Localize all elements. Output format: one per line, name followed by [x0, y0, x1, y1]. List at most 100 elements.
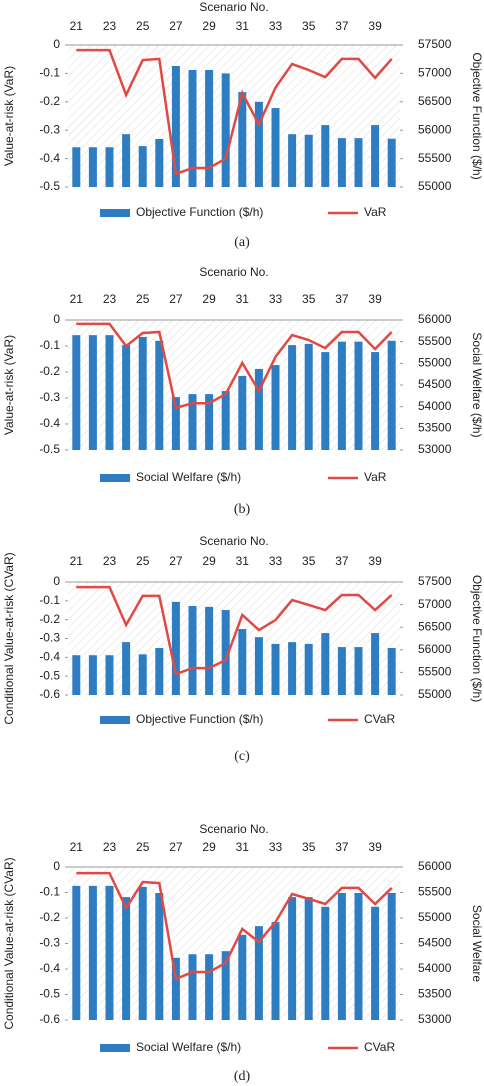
y-axis-title: Value-at-risk (VaR)	[2, 335, 16, 435]
x-tick-label: 23	[103, 554, 117, 568]
bar	[105, 885, 114, 1020]
bar	[122, 134, 131, 187]
y2-tick-label: 57000	[418, 66, 452, 80]
y-tick-label: -0.5	[39, 179, 60, 193]
bar	[171, 397, 180, 450]
bar	[88, 147, 97, 187]
plot-area	[68, 320, 400, 450]
bar	[72, 147, 81, 187]
y-tick-label: -0.5	[39, 668, 60, 682]
bar	[387, 340, 396, 450]
bar	[254, 101, 263, 187]
bar	[271, 643, 280, 695]
bar	[155, 340, 164, 450]
bar	[337, 893, 346, 1020]
x-tick-label: 37	[335, 19, 349, 33]
y2-tick-label: 55000	[418, 910, 452, 924]
x-tick-label: 37	[335, 292, 349, 306]
bar	[188, 954, 197, 1020]
x-tick-label: 29	[202, 19, 216, 33]
x-tick-label: 39	[368, 19, 382, 33]
bar	[138, 146, 147, 187]
x-tick-label: 23	[103, 19, 117, 33]
y2-tick-label: 53500	[418, 421, 452, 435]
bar	[254, 637, 263, 695]
y2-tick-label: 57500	[418, 574, 452, 588]
y-tick-label: -0.2	[39, 364, 60, 378]
x-tick-label: 21	[70, 19, 84, 33]
y-tick-label: -0.1	[39, 66, 60, 80]
bar	[122, 642, 131, 695]
bar	[105, 335, 114, 450]
x-tick-label: 33	[269, 840, 283, 854]
legend-label: CVaR	[364, 1040, 395, 1054]
x-tick-label: 33	[269, 554, 283, 568]
y2-tick-label: 55500	[418, 885, 452, 899]
x-tick-label: 35	[302, 554, 316, 568]
x-tick-label: 29	[202, 554, 216, 568]
bar	[288, 897, 297, 1020]
y2-tick-label: 55000	[418, 356, 452, 370]
legend-swatch	[100, 474, 130, 482]
x-axis-title: Scenario No.	[199, 0, 268, 14]
x-tick-label: 35	[302, 840, 316, 854]
y2-tick-label: 55000	[418, 687, 452, 701]
y-tick-label: -0.4	[39, 151, 60, 165]
bar	[387, 647, 396, 695]
x-tick-label: 27	[169, 554, 183, 568]
bar	[288, 642, 297, 695]
y-tick-label: -0.2	[39, 94, 60, 108]
bar	[321, 125, 330, 187]
bar	[238, 629, 247, 695]
bar	[122, 345, 131, 450]
x-tick-label: 25	[136, 292, 150, 306]
bar	[354, 341, 363, 450]
bar	[138, 654, 147, 695]
y2-tick-label: 55500	[418, 151, 452, 165]
bar	[188, 69, 197, 187]
x-tick-label: 23	[103, 840, 117, 854]
bar	[205, 606, 214, 695]
y2-tick-label: 57000	[418, 597, 452, 611]
bar	[254, 368, 263, 450]
bar	[171, 66, 180, 187]
bar	[271, 108, 280, 187]
y2-tick-label: 55500	[418, 334, 452, 348]
bar	[171, 601, 180, 695]
y2-tick-label: 56000	[418, 312, 452, 326]
y-tick-label: 0	[53, 312, 60, 326]
x-tick-label: 39	[368, 292, 382, 306]
y-tick-label: -0.3	[39, 122, 60, 136]
y2-tick-label: 55500	[418, 665, 452, 679]
x-axis-title: Scenario No.	[199, 822, 268, 836]
bar	[271, 365, 280, 450]
bar	[155, 893, 164, 1020]
y-tick-label: -0.6	[39, 1012, 60, 1026]
x-tick-label: 21	[70, 554, 84, 568]
y2-tick-label: 53500	[418, 987, 452, 1001]
x-tick-label: 29	[202, 292, 216, 306]
x-tick-label: 25	[136, 19, 150, 33]
bar	[188, 394, 197, 450]
x-tick-label: 27	[169, 19, 183, 33]
bar	[271, 922, 280, 1020]
bar	[205, 394, 214, 450]
y-tick-label: 0	[53, 574, 60, 588]
bar	[122, 897, 131, 1020]
bar	[337, 138, 346, 187]
bar	[138, 886, 147, 1020]
y2-tick-label: 57500	[418, 37, 452, 51]
y2-tick-label: 54500	[418, 936, 452, 950]
legend-label: Social Welfare ($/h)	[136, 470, 241, 484]
legend-label: VaR	[364, 205, 387, 219]
legend-label: Objective Function ($/h)	[136, 712, 263, 726]
bar	[88, 885, 97, 1020]
bar	[371, 125, 380, 187]
x-tick-label: 25	[136, 840, 150, 854]
bar	[337, 647, 346, 695]
bar	[221, 391, 230, 450]
x-tick-label: 31	[236, 19, 250, 33]
caption: (a)	[234, 235, 250, 250]
plot-area	[68, 45, 400, 187]
bar	[205, 69, 214, 187]
